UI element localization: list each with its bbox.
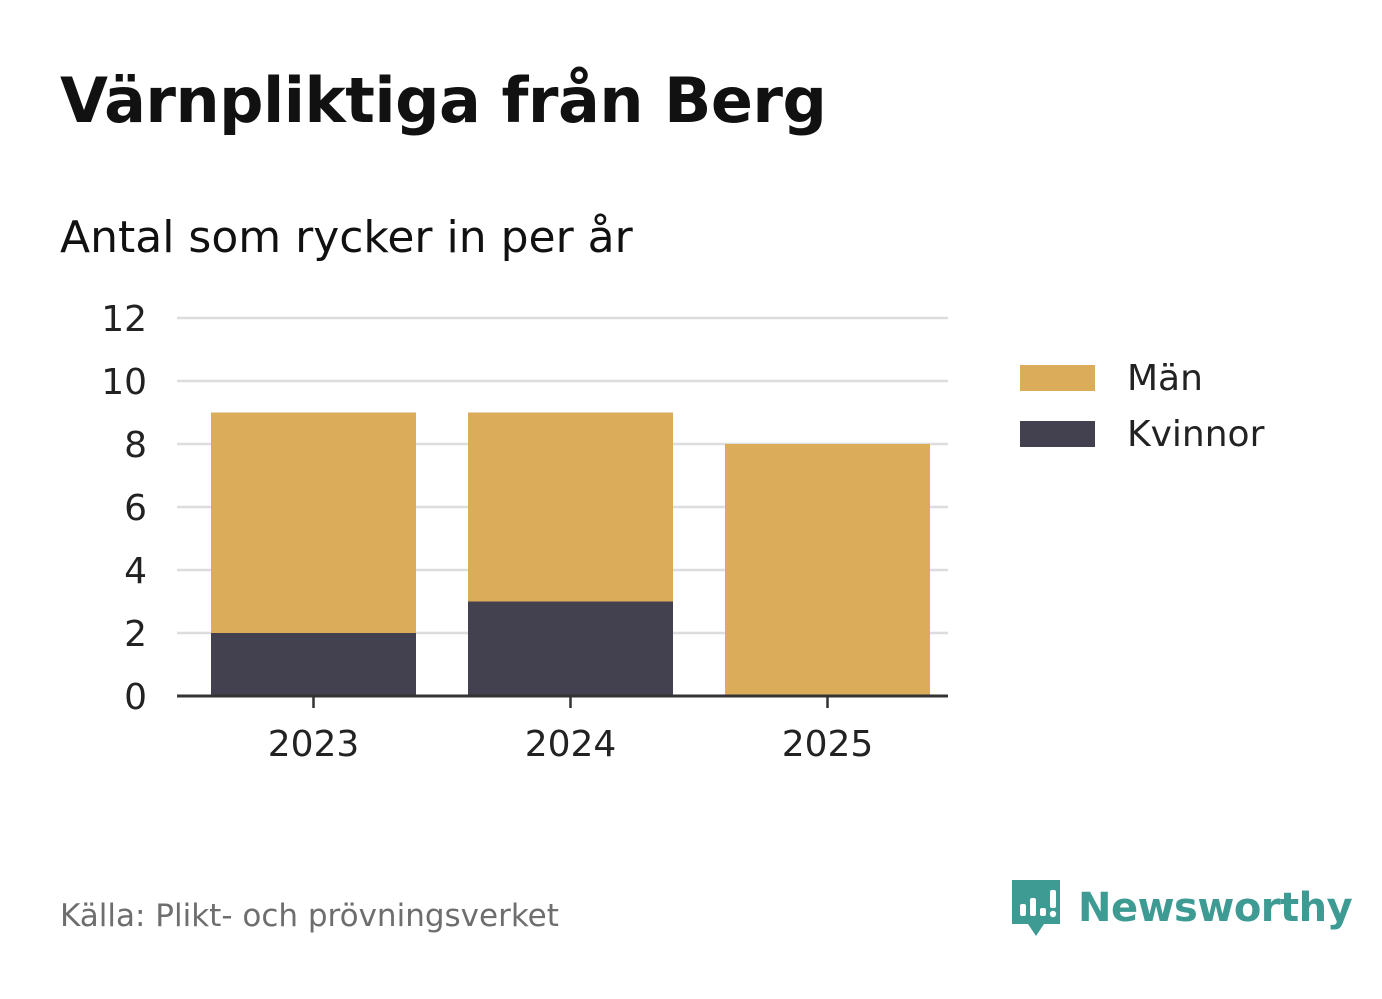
bar-women-2024 (468, 601, 673, 696)
bar-women-2023 (211, 633, 416, 696)
x-tick-label-2023: 2023 (268, 724, 360, 765)
bar-men-2024 (468, 412, 673, 602)
y-tick-label: 10 (101, 362, 147, 403)
y-tick-label: 8 (124, 425, 147, 466)
x-tick-label-2025: 2025 (782, 724, 874, 765)
legend: Män Kvinnor (1020, 350, 1264, 462)
brand-name: Newsworthy (1078, 885, 1353, 931)
legend-swatch-men (1020, 365, 1095, 391)
y-tick-label: 6 (124, 488, 147, 529)
x-tick-label-2024: 2024 (525, 724, 617, 765)
bars (211, 412, 930, 696)
y-tick-label: 4 (124, 551, 147, 592)
newsworthy-logo-icon (1012, 880, 1060, 936)
y-tick-labels: 0 2 4 6 8 10 12 (101, 299, 147, 718)
legend-label-men: Män (1127, 357, 1203, 399)
bar-men-2025 (725, 444, 930, 696)
y-tick-label: 2 (124, 614, 147, 655)
x-axis (177, 694, 948, 708)
bar-men-2023 (211, 412, 416, 633)
legend-swatch-women (1020, 421, 1095, 447)
chart-subtitle: Antal som rycker in per år (60, 212, 633, 263)
source-note: Källa: Plikt- och prövningsverket (60, 898, 559, 934)
brand-logo[interactable]: Newsworthy (1010, 878, 1353, 938)
legend-label-women: Kvinnor (1127, 413, 1265, 455)
y-tick-label: 0 (124, 677, 147, 718)
legend-item-women: Kvinnor (1020, 406, 1264, 462)
legend-item-men: Män (1020, 350, 1264, 406)
y-tick-label: 12 (101, 299, 147, 340)
chart-title: Värnpliktiga från Berg (60, 64, 827, 137)
x-tick-labels: 2023 2024 2025 (268, 724, 874, 765)
